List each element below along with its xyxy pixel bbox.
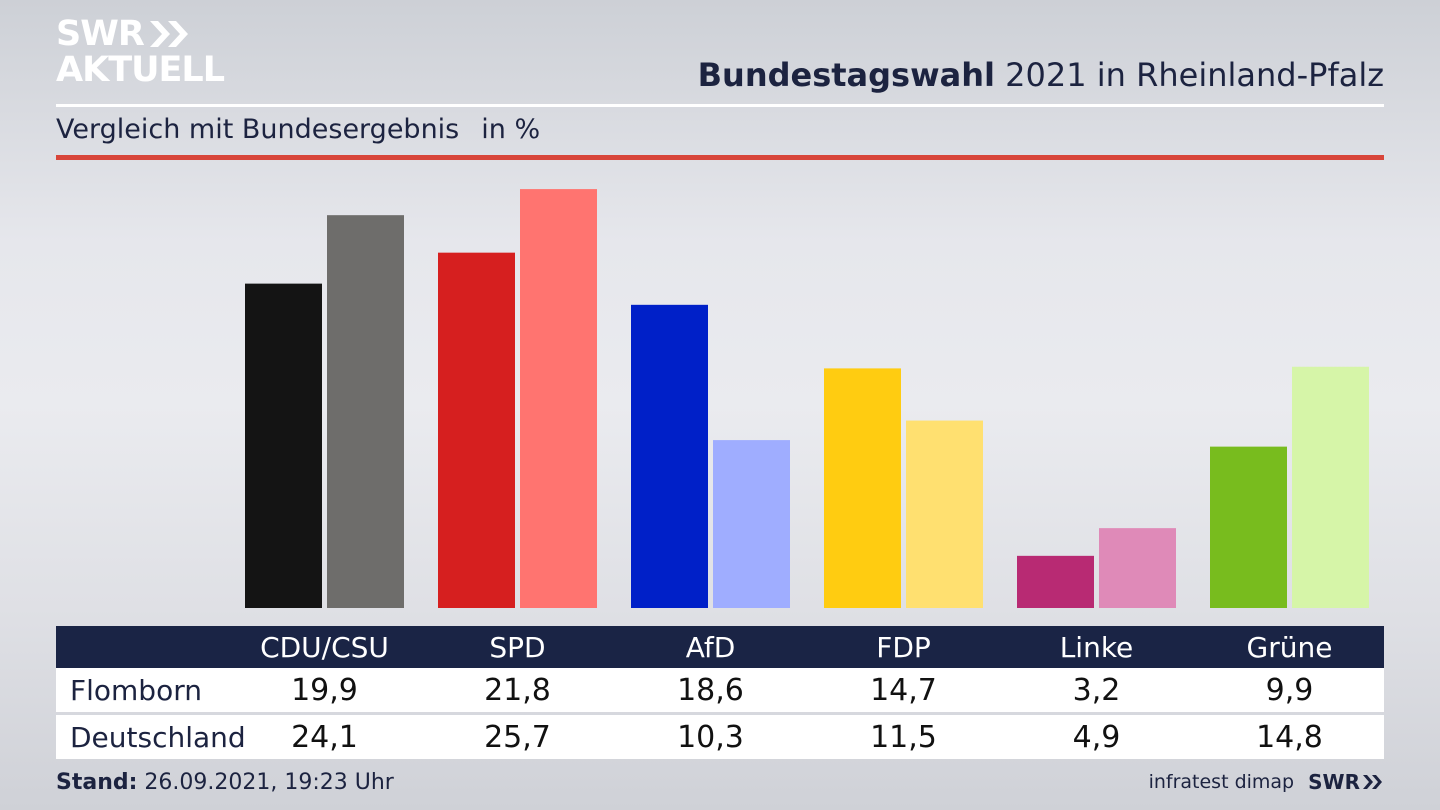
- bar-chart: [245, 189, 1369, 609]
- table-cell: 21,8: [484, 672, 551, 708]
- table-cell: 19,9: [291, 672, 358, 708]
- table-header: CDU/CSU SPD AfD FDP Linke Grüne: [56, 626, 1384, 668]
- title-rest: 2021 in Rheinland-Pfalz: [1005, 56, 1384, 94]
- header-divider: [56, 104, 1384, 107]
- column-header: AfD: [685, 630, 736, 664]
- swr-aktuell-logo: SWR AKTUELL: [56, 14, 225, 90]
- swr-small-logo: SWR: [1308, 770, 1384, 794]
- column-header: CDU/CSU: [260, 630, 389, 664]
- bar-linke-deutschland: [1099, 528, 1176, 608]
- bar-fdp-deutschland: [906, 420, 983, 608]
- chart-subtitle: Vergleich mit Bundesergebnis in %: [56, 114, 540, 145]
- bar-afd-flomborn: [631, 304, 708, 608]
- table-cell: 24,1: [291, 719, 358, 755]
- bar-gr-ne-flomborn: [1210, 446, 1287, 608]
- chevron-right-small-icon: [1363, 775, 1382, 789]
- stand-value: 26.09.2021, 19:23 Uhr: [144, 770, 394, 795]
- source-credit: infratest dimap SWR: [1149, 770, 1384, 794]
- table-cell: 9,9: [1265, 672, 1314, 708]
- table-row: Deutschland 24,1 25,7 10,3 11,5 4,9 14,8: [56, 715, 1384, 759]
- table-cell: 10,3: [677, 719, 744, 755]
- bar-afd-deutschland: [713, 440, 790, 608]
- table-cell: 18,6: [677, 672, 744, 708]
- logo-line1: SWR: [56, 14, 145, 54]
- table-cell: 14,7: [870, 672, 937, 708]
- logo-line2: AKTUELL: [56, 50, 225, 90]
- timestamp: Stand: 26.09.2021, 19:23 Uhr: [56, 770, 394, 795]
- unit-label: in %: [481, 114, 541, 145]
- table-cell: 3,2: [1072, 672, 1121, 708]
- table-cell: 11,5: [870, 719, 937, 755]
- chart-title: Bundestagswahl 2021 in Rheinland-Pfalz: [698, 56, 1384, 94]
- row-label-flomborn: Flomborn: [70, 673, 202, 707]
- table-cell: 25,7: [484, 719, 551, 755]
- subtitle-divider: [56, 155, 1384, 160]
- bar-gr-ne-deutschland: [1292, 366, 1369, 608]
- bar-linke-flomborn: [1017, 555, 1094, 608]
- title-bold: Bundestagswahl: [697, 56, 995, 94]
- bar-cdu-csu-deutschland: [327, 215, 404, 609]
- stand-label: Stand:: [56, 770, 138, 795]
- chevron-right-icon: [148, 19, 192, 49]
- row-label-deutschland: Deutschland: [70, 720, 246, 754]
- column-header: FDP: [876, 630, 931, 664]
- column-header: Grüne: [1246, 630, 1333, 664]
- table-cell: 14,8: [1256, 719, 1323, 755]
- source-label: infratest dimap: [1148, 771, 1295, 793]
- bar-spd-deutschland: [520, 189, 597, 608]
- column-header: Linke: [1059, 630, 1134, 664]
- table-row: Flomborn 19,9 21,8 18,6 14,7 3,2 9,9: [56, 668, 1384, 712]
- subtitle-text: Vergleich mit Bundesergebnis: [56, 114, 460, 145]
- brand-label: SWR: [1308, 770, 1360, 794]
- bar-spd-flomborn: [438, 252, 515, 608]
- table-cell: 4,9: [1072, 719, 1121, 755]
- column-header: SPD: [489, 630, 546, 664]
- results-table: CDU/CSU SPD AfD FDP Linke Grüne Flomborn 19,9…: [56, 626, 1384, 759]
- bar-cdu-csu-flomborn: [245, 283, 322, 608]
- bar-fdp-flomborn: [824, 368, 901, 608]
